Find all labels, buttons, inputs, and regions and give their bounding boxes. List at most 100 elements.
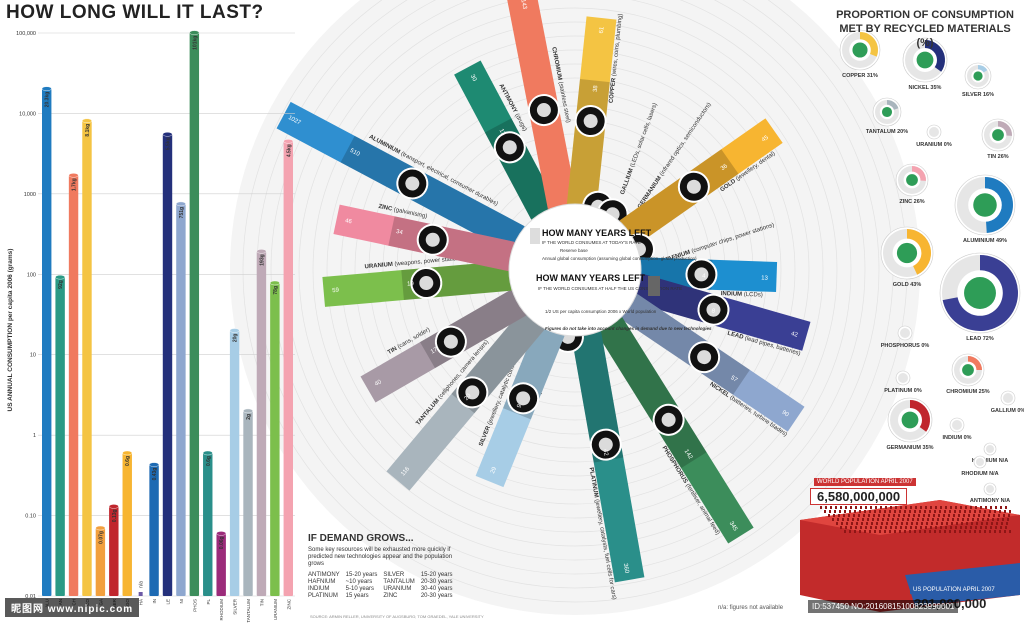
bar-value-label: 0.6g [206,456,212,466]
person-figure [949,510,951,513]
recycle-icon [852,42,868,58]
person-figure [900,526,902,529]
us-population-block [905,563,1020,606]
person-figure [1008,514,1010,517]
person-figure [970,506,972,509]
demand-cell: ANTIMONY [308,572,340,578]
x-tick-label: TIN [259,599,264,606]
person-figure [869,530,871,533]
bar-zinc [283,141,293,596]
watermark: 昵图网 www.nipic.com [5,598,140,617]
person-figure [972,518,974,521]
person-figure [970,526,972,529]
person-figure [842,518,844,521]
ray-name: INDIUM (LCDs) [721,291,763,298]
recycling-pie-charts: COPPER 31% NICKEL 35% SILVER 16% TANTALUM 2… [839,29,1024,504]
pie-label: GALLIUM 0% [991,408,1024,414]
person-figure [908,514,910,517]
ring-line [368,63,782,477]
person-figure [835,506,837,509]
bar-phosphorus [189,32,200,596]
person-figure [836,522,838,525]
demand-cell: ~10 years [345,579,373,585]
person-figure [838,514,840,517]
legend-note-figures: Figures do not take into account changes… [545,326,712,331]
person-figure [845,526,847,529]
resource-icon-glyph [694,267,709,282]
person-figure [980,526,982,529]
person-figure [870,506,872,509]
bar-chromium [68,175,79,597]
y-tick-label: 100 [27,272,36,278]
demand-table: ANTIMONY 15-20 years SILVER 15-20 years HAF… [308,572,459,600]
pie-nickel: NICKEL 35% [902,37,948,91]
y-tick-label: 1 [33,433,36,439]
person-figure [962,518,964,521]
pie-base [900,328,910,338]
person-figure [981,522,983,525]
resource-icon-glyph [465,385,480,400]
recycle-icon [973,193,997,217]
ring-line [270,0,880,575]
person-figure [1003,514,1005,517]
person-figure [896,522,898,525]
person-figure [873,514,875,517]
person-figure [995,506,997,509]
person-figure [979,530,981,533]
demand-cell: 5-10 years [345,586,375,592]
ray-tantalum: TANTALUM (cellphones, camera lenses)1162… [386,310,545,491]
ray-half-bar [340,135,525,253]
person-figure [840,506,842,509]
person-figure [890,506,892,509]
pie-uranium: URANIUM 0% [916,124,952,148]
bar-value-label: 0.43g [152,468,158,481]
recycle-icon [962,364,974,376]
person-figure [888,514,890,517]
bar-copper [82,120,92,596]
y-tick-label: 0.10 [25,514,36,520]
bar-nickel [176,203,186,596]
person-figure [920,526,922,529]
person-figure [952,518,954,521]
pie-label: GOLD 43% [893,282,922,288]
person-figure [890,526,892,529]
person-figure [863,514,865,517]
person-figure [937,518,939,521]
pie-label: HAFNIUM N/A [972,458,1008,464]
person-figure [921,522,923,525]
person-figure [930,526,932,529]
consumption-bar-chart: 100,000 10,000 1000 100 10 1 0.10 0.01 US ANNUAL… [7,30,295,623]
pie-label: GERMANIUM 35% [886,445,933,451]
demand-cell: 30-40 years [420,586,453,592]
person-figure [966,522,968,525]
bar-value-label: 101kg [192,36,198,50]
x-tick-label: URANIUM [273,599,278,620]
bar-cap [149,462,159,467]
bar-cap [216,531,227,536]
person-figure [914,530,916,533]
resource-icon-glyph [536,103,551,118]
person-figure [999,530,1001,533]
bar-lead [162,134,173,596]
bar-antimony [55,277,65,596]
person-figure [875,526,877,529]
resource-icon-glyph [598,437,613,452]
recycle-icon [906,174,918,186]
ray-value: 45 [761,134,770,143]
recycle-icon [901,411,919,429]
person-figure [978,514,980,517]
person-figure [973,514,975,517]
person-figure [865,506,867,509]
resource-icon-glyph [425,232,440,247]
pie-base [1003,393,1013,403]
x-tick-label: TANTALUM [246,599,251,623]
demand-text: Some key resources will be exhausted mor… [308,547,453,567]
person-figure [976,522,978,525]
person-figure [856,522,858,525]
person-figure [833,514,835,517]
bar-cap [176,201,186,207]
person-figure [849,510,851,513]
bar-silver [229,330,240,596]
person-figure [945,526,947,529]
person-figure [982,518,984,521]
